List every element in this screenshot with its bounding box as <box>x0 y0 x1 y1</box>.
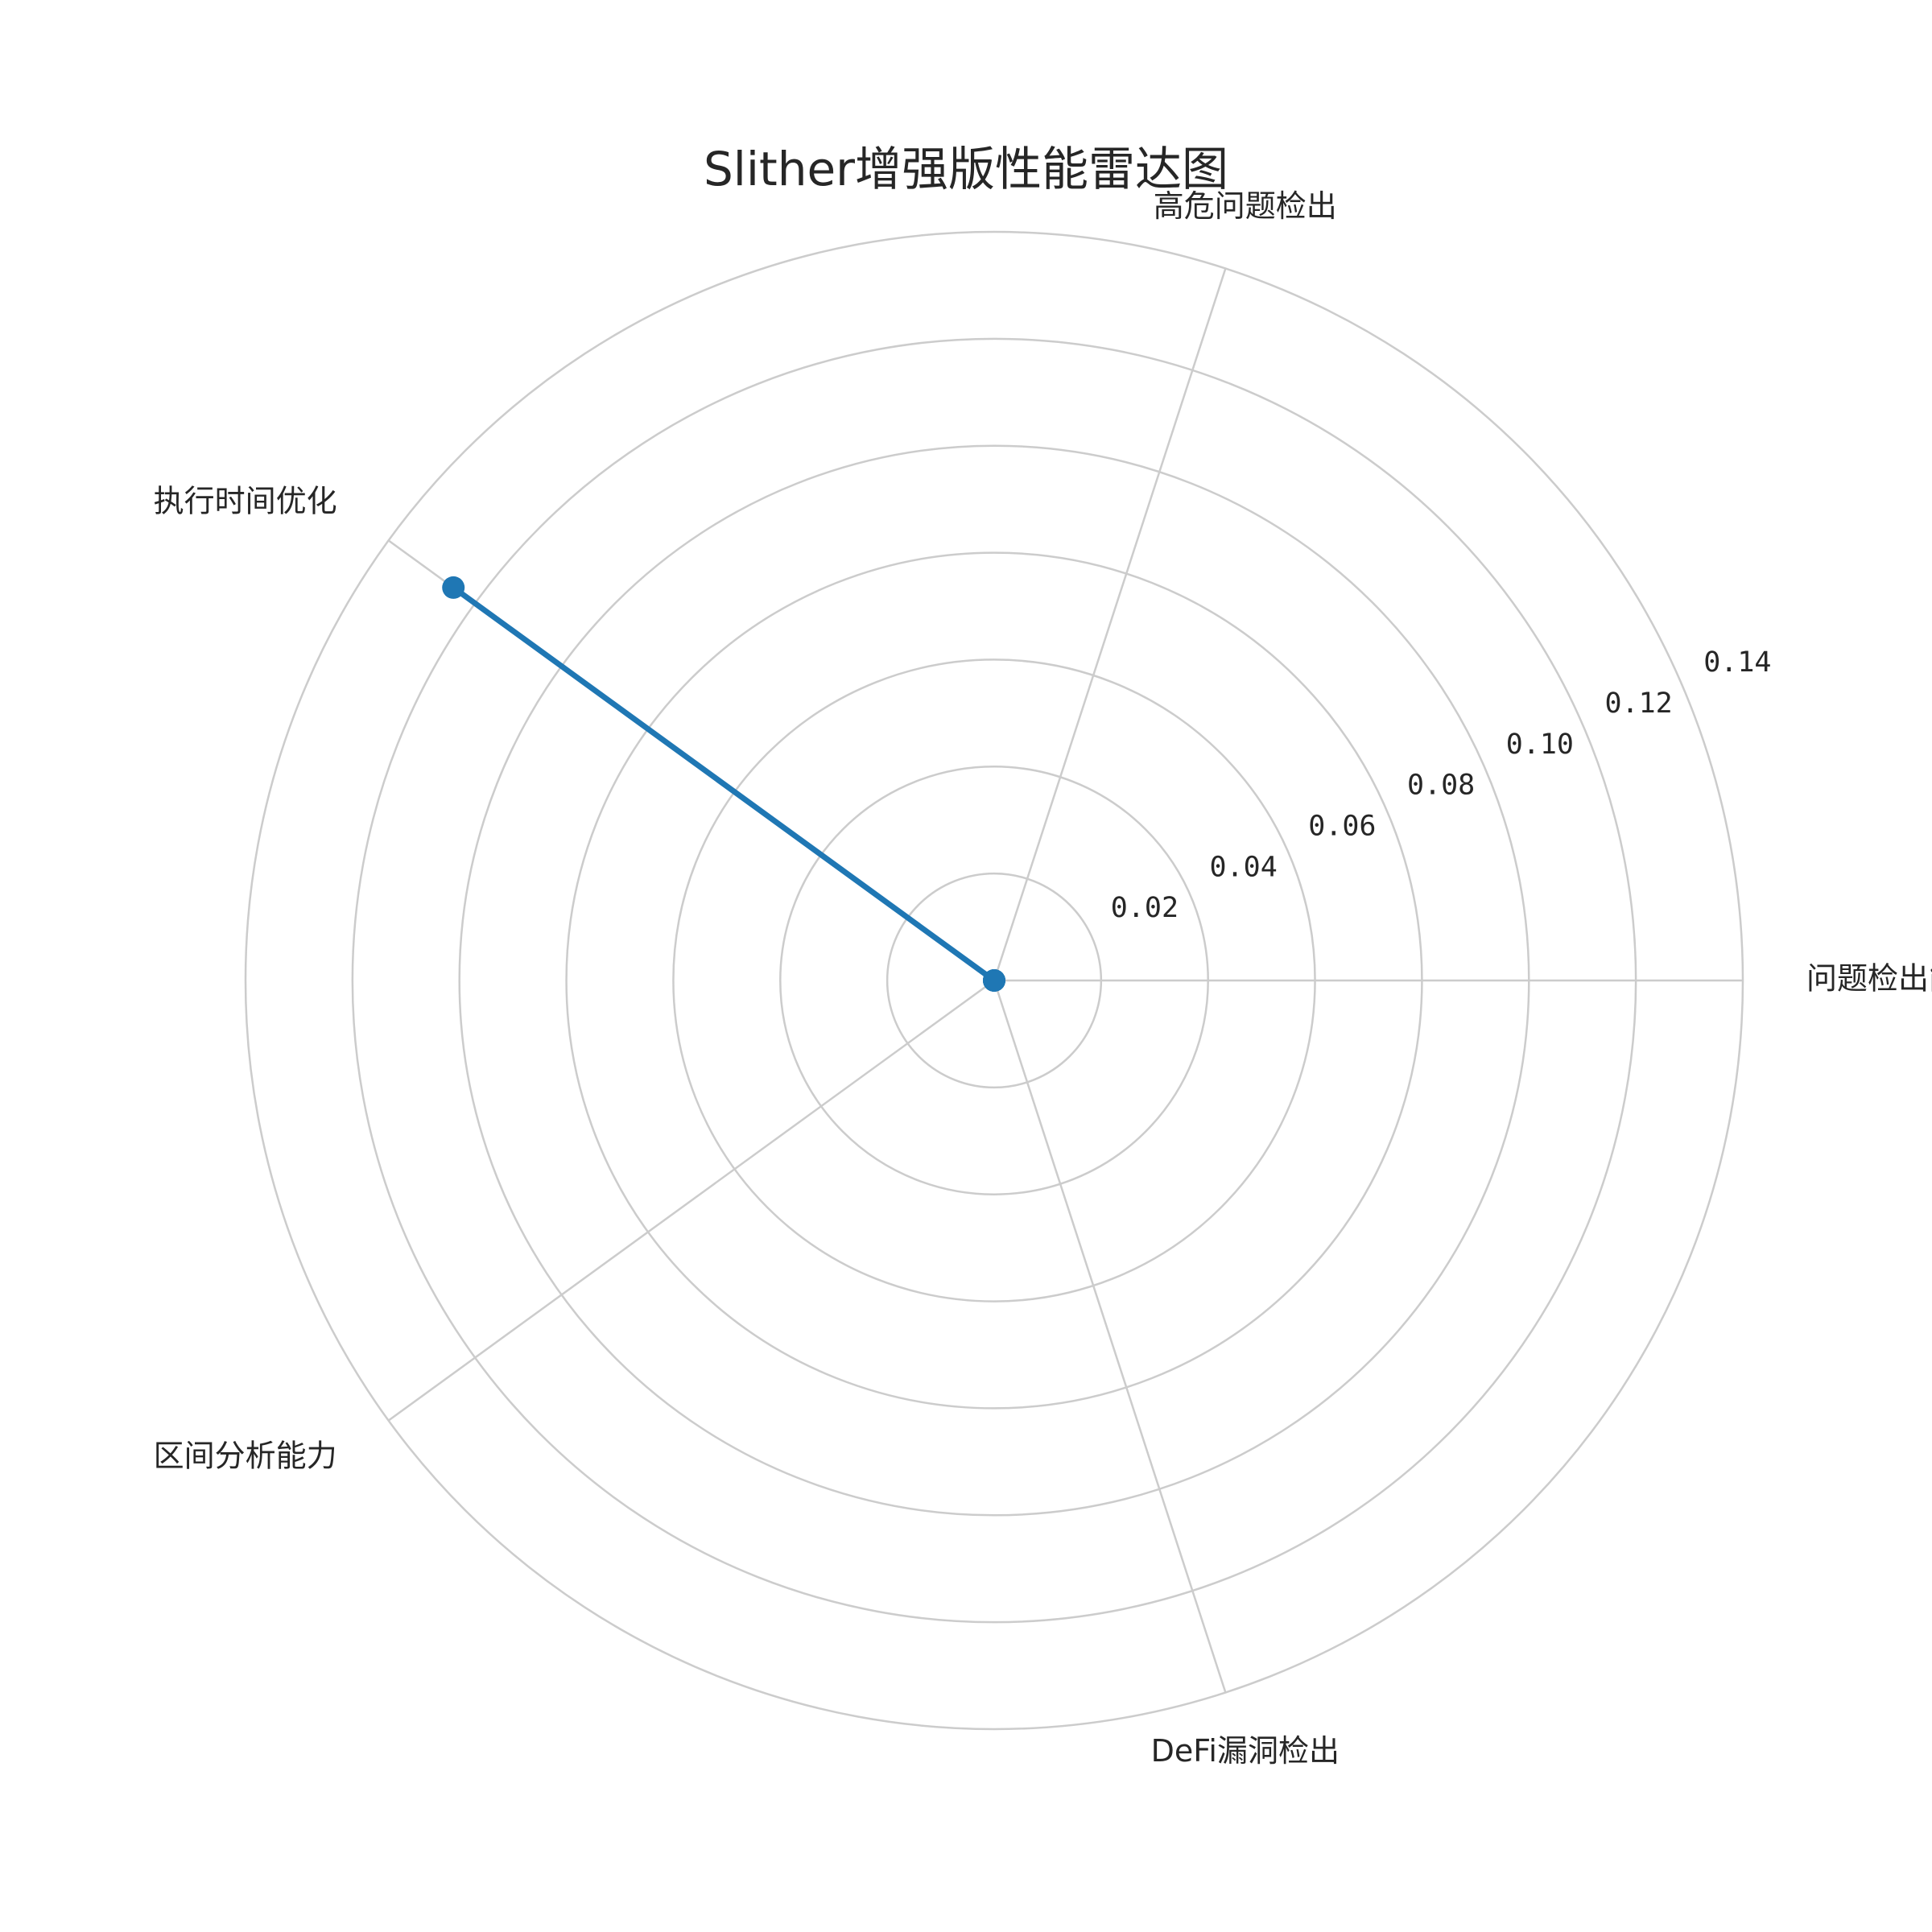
axis-spoke-4 <box>993 980 1227 1693</box>
chart-title: Slither增强版性能雷达图 <box>704 142 1228 196</box>
radial-tick-label: 0.12 <box>1604 687 1672 720</box>
axis-label: 区间分析能力 <box>154 1439 337 1474</box>
series-layer <box>442 576 1005 992</box>
data-point-4 <box>983 969 1005 992</box>
axis-spoke-1 <box>993 268 1227 981</box>
axis-label: 问题检出能力 <box>1806 961 1932 997</box>
axis-label: DeFi漏洞检出 <box>1151 1733 1340 1769</box>
series-line-0 <box>450 584 997 984</box>
axis-spokes <box>387 268 1743 1693</box>
radial-tick-label: 0.10 <box>1506 729 1574 761</box>
radial-tick-label: 0.14 <box>1703 646 1771 679</box>
axis-spoke-3 <box>387 979 995 1422</box>
radial-tick-label: 0.04 <box>1209 851 1277 883</box>
radial-tick-label: 0.02 <box>1111 892 1179 924</box>
radial-tick-labels: 0.02 0.04 0.06 0.08 0.10 0.12 0.14 <box>1111 646 1772 924</box>
axis-label: 高危问题检出 <box>1154 188 1337 224</box>
axis-label: 执行时间优化 <box>154 483 337 518</box>
data-point-2 <box>442 576 465 599</box>
radial-tick-label: 0.08 <box>1407 770 1475 802</box>
radial-tick-label: 0.06 <box>1308 810 1376 842</box>
